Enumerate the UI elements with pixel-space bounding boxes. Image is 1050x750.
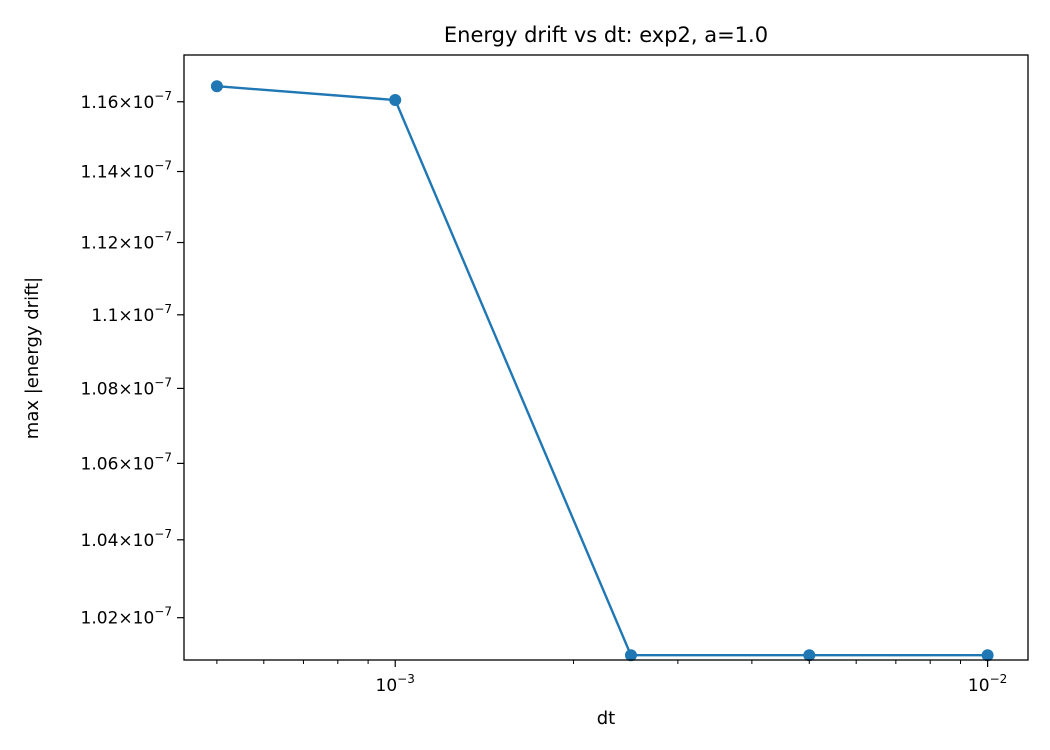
series-line [216,85,988,657]
x-tick-label: 10−2 [968,672,1007,696]
y-tick-label: 1.08×10−7 [81,375,172,399]
data-point [624,649,637,662]
data-point [981,649,994,662]
y-axis: 1.02×10−7 1.04×10−7 1.06×10−7 1.08×10−7 1.1×… [81,89,184,629]
data-point [389,94,402,107]
x-axis: 10−3 10−2 [216,660,1007,696]
y-tick-label: 1.14×10−7 [81,159,172,183]
chart-title: Energy drift vs dt: exp2, a=1.0 [444,23,768,47]
y-tick-label: 1.1×10−7 [91,302,172,326]
x-axis-label: dt [597,708,615,729]
y-tick-label: 1.06×10−7 [81,450,172,474]
y-tick-label: 1.12×10−7 [81,230,172,254]
y-axis-label: max |energy drift| [22,277,43,439]
plot-area [210,80,994,662]
x-tick-label: 10−3 [376,672,415,696]
y-tick-label: 1.02×10−7 [81,605,172,629]
axes-frame [183,54,1029,661]
data-point [210,80,223,93]
data-point [803,649,816,662]
y-tick-label: 1.04×10−7 [81,527,172,551]
y-tick-label: 1.16×10−7 [81,89,172,113]
